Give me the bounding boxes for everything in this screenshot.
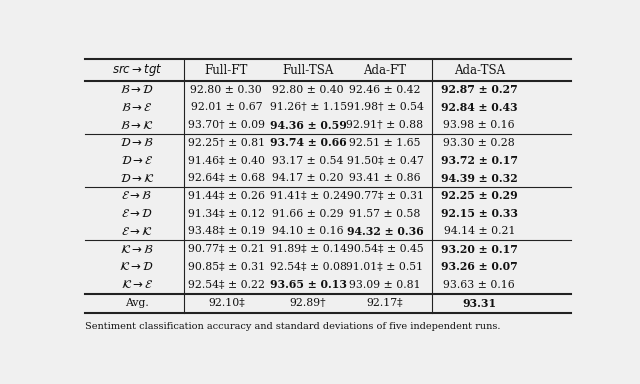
Text: 92.15 ± 0.33: 92.15 ± 0.33 — [441, 208, 518, 219]
Text: 94.39 ± 0.32: 94.39 ± 0.32 — [441, 173, 518, 184]
Text: $\mathcal{D} \rightarrow \mathcal{E}$: $\mathcal{D} \rightarrow \mathcal{E}$ — [120, 154, 154, 167]
Text: 92.25 ± 0.29: 92.25 ± 0.29 — [441, 190, 518, 202]
Text: 93.41 ± 0.86: 93.41 ± 0.86 — [349, 173, 421, 183]
Text: 91.89‡ ± 0.14: 91.89‡ ± 0.14 — [269, 244, 347, 254]
Text: 92.25† ± 0.81: 92.25† ± 0.81 — [188, 138, 265, 148]
Text: 90.54‡ ± 0.45: 90.54‡ ± 0.45 — [347, 244, 424, 254]
Text: 91.26† ± 1.15: 91.26† ± 1.15 — [269, 102, 347, 112]
Text: $\mathcal{B} \rightarrow \mathcal{D}$: $\mathcal{B} \rightarrow \mathcal{D}$ — [120, 83, 154, 96]
Text: $\mathcal{B} \rightarrow \mathcal{E}$: $\mathcal{B} \rightarrow \mathcal{E}$ — [121, 101, 153, 114]
Text: $\mathcal{K} \rightarrow \mathcal{E}$: $\mathcal{K} \rightarrow \mathcal{E}$ — [120, 278, 154, 291]
Text: 93.17 ± 0.54: 93.17 ± 0.54 — [273, 156, 344, 166]
Text: 93.26 ± 0.07: 93.26 ± 0.07 — [441, 262, 518, 273]
Text: 93.74 ± 0.66: 93.74 ± 0.66 — [270, 137, 346, 148]
Text: $\mathcal{E} \rightarrow \mathcal{K}$: $\mathcal{E} \rightarrow \mathcal{K}$ — [121, 225, 153, 238]
Text: 93.31: 93.31 — [462, 298, 497, 309]
Text: 92.51 ± 1.65: 92.51 ± 1.65 — [349, 138, 420, 148]
Text: Sentiment classification accuracy and standard deviations of five independent ru: Sentiment classification accuracy and st… — [85, 322, 500, 331]
Text: 94.10 ± 0.16: 94.10 ± 0.16 — [273, 227, 344, 237]
Text: 93.70† ± 0.09: 93.70† ± 0.09 — [188, 120, 265, 130]
Text: $src \rightarrow tgt$: $src \rightarrow tgt$ — [111, 62, 163, 78]
Text: 90.77‡ ± 0.21: 90.77‡ ± 0.21 — [188, 244, 265, 254]
Text: 94.14 ± 0.21: 94.14 ± 0.21 — [444, 227, 515, 237]
Text: 93.09 ± 0.81: 93.09 ± 0.81 — [349, 280, 421, 290]
Text: 92.54‡ ± 0.08: 92.54‡ ± 0.08 — [269, 262, 347, 272]
Text: 92.54‡ ± 0.22: 92.54‡ ± 0.22 — [188, 280, 265, 290]
Text: 91.57 ± 0.58: 91.57 ± 0.58 — [349, 209, 420, 219]
Text: 91.66 ± 0.29: 91.66 ± 0.29 — [273, 209, 344, 219]
Text: $\mathcal{K} \rightarrow \mathcal{D}$: $\mathcal{K} \rightarrow \mathcal{D}$ — [120, 260, 155, 273]
Text: 91.34‡ ± 0.12: 91.34‡ ± 0.12 — [188, 209, 265, 219]
Text: $\mathcal{K} \rightarrow \mathcal{B}$: $\mathcal{K} \rightarrow \mathcal{B}$ — [120, 243, 154, 256]
Text: 92.80 ± 0.30: 92.80 ± 0.30 — [191, 84, 262, 94]
Text: Full-FT: Full-FT — [205, 63, 248, 76]
Text: 93.63 ± 0.16: 93.63 ± 0.16 — [444, 280, 515, 290]
Text: $\mathcal{E} \rightarrow \mathcal{B}$: $\mathcal{E} \rightarrow \mathcal{B}$ — [122, 189, 153, 202]
Text: 91.50‡ ± 0.47: 91.50‡ ± 0.47 — [347, 156, 424, 166]
Text: 94.36 ± 0.59: 94.36 ± 0.59 — [270, 119, 346, 131]
Text: 93.48‡ ± 0.19: 93.48‡ ± 0.19 — [188, 227, 265, 237]
Text: Avg.: Avg. — [125, 298, 149, 308]
Text: 90.85‡ ± 0.31: 90.85‡ ± 0.31 — [188, 262, 265, 272]
Text: 91.41‡ ± 0.24: 91.41‡ ± 0.24 — [269, 191, 347, 201]
Text: Ada-TSA: Ada-TSA — [454, 63, 505, 76]
Text: 92.01 ± 0.67: 92.01 ± 0.67 — [191, 102, 262, 112]
Text: 92.46 ± 0.42: 92.46 ± 0.42 — [349, 84, 420, 94]
Text: 91.46‡ ± 0.40: 91.46‡ ± 0.40 — [188, 156, 265, 166]
Text: $\mathcal{B} \rightarrow \mathcal{K}$: $\mathcal{B} \rightarrow \mathcal{K}$ — [120, 119, 154, 132]
Text: $\mathcal{E} \rightarrow \mathcal{D}$: $\mathcal{E} \rightarrow \mathcal{D}$ — [121, 207, 153, 220]
Text: 93.30 ± 0.28: 93.30 ± 0.28 — [444, 138, 515, 148]
Text: 93.20 ± 0.17: 93.20 ± 0.17 — [441, 244, 518, 255]
Text: 93.65 ± 0.13: 93.65 ± 0.13 — [269, 279, 347, 290]
Text: 92.64‡ ± 0.68: 92.64‡ ± 0.68 — [188, 173, 265, 183]
Text: 92.17‡: 92.17‡ — [367, 298, 403, 308]
Text: $\mathcal{D} \rightarrow \mathcal{B}$: $\mathcal{D} \rightarrow \mathcal{B}$ — [120, 136, 154, 149]
Text: 93.98 ± 0.16: 93.98 ± 0.16 — [444, 120, 515, 130]
Text: 92.87 ± 0.27: 92.87 ± 0.27 — [441, 84, 518, 95]
Text: 92.91† ± 0.88: 92.91† ± 0.88 — [346, 120, 424, 130]
Text: 92.84 ± 0.43: 92.84 ± 0.43 — [441, 102, 518, 113]
Text: 90.77‡ ± 0.31: 90.77‡ ± 0.31 — [346, 191, 424, 201]
Text: 93.72 ± 0.17: 93.72 ± 0.17 — [441, 155, 518, 166]
Text: Full-TSA: Full-TSA — [282, 63, 334, 76]
Text: 92.80 ± 0.40: 92.80 ± 0.40 — [273, 84, 344, 94]
Text: Ada-FT: Ada-FT — [364, 63, 406, 76]
Text: $\mathcal{D} \rightarrow \mathcal{K}$: $\mathcal{D} \rightarrow \mathcal{K}$ — [120, 172, 154, 185]
Text: 94.17 ± 0.20: 94.17 ± 0.20 — [273, 173, 344, 183]
Text: 92.10‡: 92.10‡ — [208, 298, 244, 308]
Text: 91.01‡ ± 0.51: 91.01‡ ± 0.51 — [346, 262, 424, 272]
Text: 94.32 ± 0.36: 94.32 ± 0.36 — [347, 226, 424, 237]
Text: 91.98† ± 0.54: 91.98† ± 0.54 — [347, 102, 424, 112]
Text: 92.89†: 92.89† — [290, 298, 326, 308]
Text: 91.44‡ ± 0.26: 91.44‡ ± 0.26 — [188, 191, 265, 201]
